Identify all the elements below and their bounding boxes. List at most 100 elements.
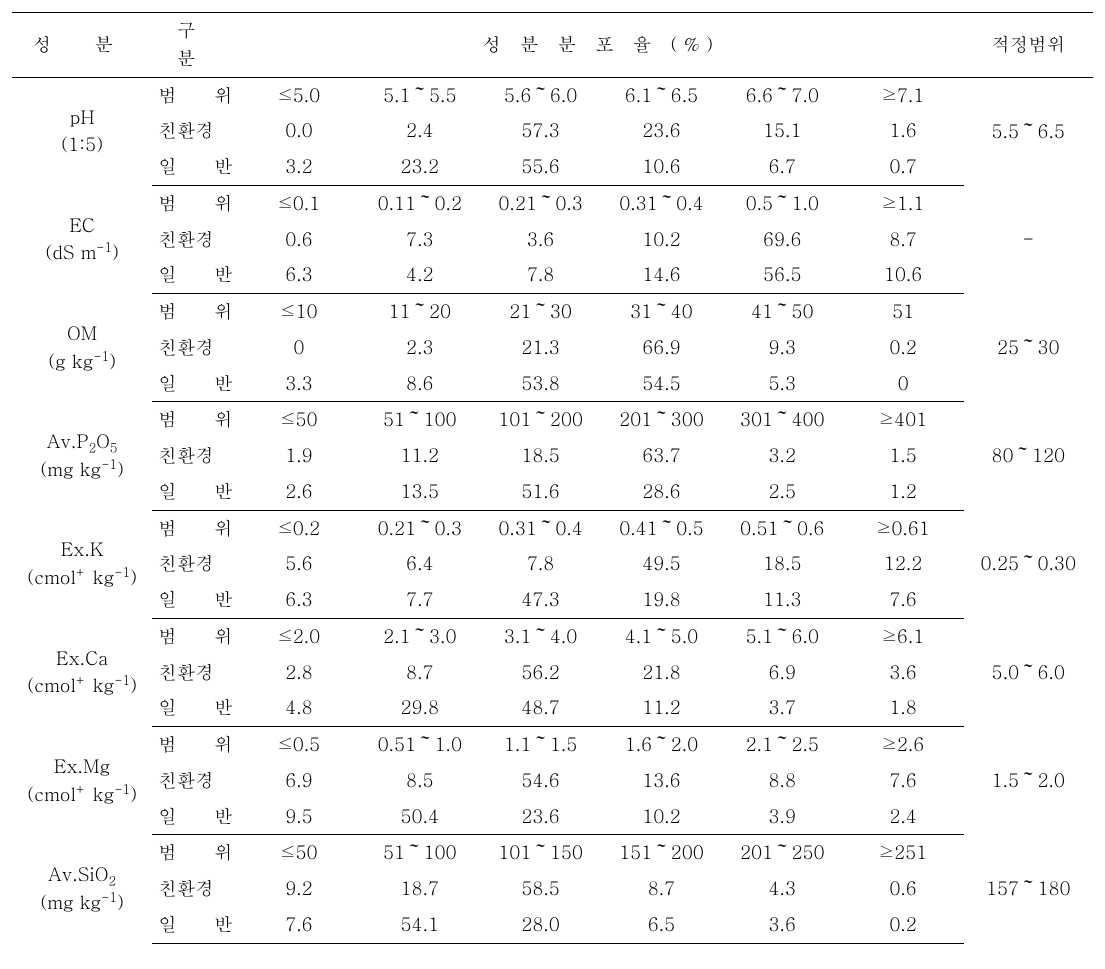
conv-cell: 2.4 <box>843 799 964 835</box>
hdr-optimal: 적정범위 <box>964 13 1094 78</box>
component-label: Ex.Ca(cmol+ kg-1) <box>12 618 152 726</box>
range-cell: 5.1～6.0 <box>722 618 843 654</box>
range-cell: ≥0.61 <box>843 510 964 546</box>
eco-cell: 9.3 <box>722 330 843 366</box>
optimal-cell: 157～180 <box>964 835 1094 943</box>
range-cell: ≤5.0 <box>239 77 360 113</box>
eco-cell: 10.2 <box>601 222 722 258</box>
conv-cell: 10.6 <box>601 149 722 185</box>
header-row: 성 분 구 분 성 분 분 포 율 (%) 적정범위 <box>12 13 1093 78</box>
range-cell: ≤10 <box>239 294 360 330</box>
conv-cell: 11.2 <box>601 690 722 726</box>
range-cell: 301～400 <box>722 402 843 438</box>
conv-cell: 54.5 <box>601 366 722 402</box>
range-cell: 0.41～0.5 <box>601 510 722 546</box>
conv-cell: 48.7 <box>480 690 601 726</box>
division-range: 범 위 <box>152 727 238 763</box>
eco-cell: 2.4 <box>359 113 480 149</box>
eco-cell: 7.8 <box>480 546 601 582</box>
range-cell: ≤0.1 <box>239 185 360 221</box>
division-conv: 일 반 <box>152 366 238 402</box>
eco-cell: 54.6 <box>480 763 601 799</box>
range-cell: 6.6～7.0 <box>722 77 843 113</box>
optimal-cell: - <box>964 185 1094 293</box>
range-cell: ≥251 <box>843 835 964 871</box>
eco-cell: 8.7 <box>359 655 480 691</box>
component-label: EC(dS m-1) <box>12 185 152 293</box>
range-cell: 201～300 <box>601 402 722 438</box>
conv-cell: 10.6 <box>843 257 964 293</box>
eco-cell: 12.2 <box>843 546 964 582</box>
eco-cell: 4.3 <box>722 871 843 907</box>
division-eco: 친환경 <box>152 438 238 474</box>
division-conv: 일 반 <box>152 149 238 185</box>
conv-cell: 53.8 <box>480 366 601 402</box>
eco-cell: 0.0 <box>239 113 360 149</box>
range-cell: ≥6.1 <box>843 618 964 654</box>
conv-row: 일 반9.550.423.610.23.92.4 <box>12 799 1093 835</box>
division-conv: 일 반 <box>152 907 238 943</box>
conv-cell: 47.3 <box>480 582 601 618</box>
conv-cell: 23.6 <box>480 799 601 835</box>
eco-cell: 18.5 <box>480 438 601 474</box>
range-cell: ≤0.5 <box>239 727 360 763</box>
range-cell: 5.6～6.0 <box>480 77 601 113</box>
eco-cell: 58.5 <box>480 871 601 907</box>
range-cell: 31～40 <box>601 294 722 330</box>
division-range: 범 위 <box>152 835 238 871</box>
component-label: Ex.K(cmol+ kg-1) <box>12 510 152 618</box>
eco-cell: 23.6 <box>601 113 722 149</box>
eco-cell: 0 <box>239 330 360 366</box>
conv-row: 일 반3.38.653.854.55.30 <box>12 366 1093 402</box>
eco-cell: 57.3 <box>480 113 601 149</box>
eco-cell: 69.6 <box>722 222 843 258</box>
eco-cell: 0.6 <box>843 871 964 907</box>
eco-cell: 8.8 <box>722 763 843 799</box>
eco-cell: 2.8 <box>239 655 360 691</box>
conv-cell: 0.2 <box>843 907 964 943</box>
range-cell: 41～50 <box>722 294 843 330</box>
eco-cell: 0.2 <box>843 330 964 366</box>
optimal-cell: 0.25～0.30 <box>964 510 1094 618</box>
range-cell: ≥401 <box>843 402 964 438</box>
range-cell: 4.1～5.0 <box>601 618 722 654</box>
range-row: Ex.K(cmol+ kg-1)범 위≤0.20.21～0.30.31～0.40… <box>12 510 1093 546</box>
eco-cell: 6.9 <box>239 763 360 799</box>
range-cell: ≤50 <box>239 402 360 438</box>
conv-cell: 11.3 <box>722 582 843 618</box>
division-eco: 친환경 <box>152 763 238 799</box>
range-row: Ex.Ca(cmol+ kg-1)범 위≤2.02.1～3.03.1～4.04.… <box>12 618 1093 654</box>
eco-cell: 18.5 <box>722 546 843 582</box>
eco-cell: 7.3 <box>359 222 480 258</box>
division-eco: 친환경 <box>152 871 238 907</box>
eco-cell: 11.2 <box>359 438 480 474</box>
soil-table: 성 분 구 분 성 분 분 포 율 (%) 적정범위 pH(1:5)범 위≤5.… <box>12 12 1093 944</box>
range-cell: ≥1.1 <box>843 185 964 221</box>
range-cell: 5.1～5.5 <box>359 77 480 113</box>
eco-cell: 21.3 <box>480 330 601 366</box>
optimal-cell: 80～120 <box>964 402 1094 510</box>
division-eco: 친환경 <box>152 113 238 149</box>
conv-cell: 19.8 <box>601 582 722 618</box>
conv-cell: 8.6 <box>359 366 480 402</box>
conv-cell: 6.7 <box>722 149 843 185</box>
component-label: pH(1:5) <box>12 77 152 185</box>
eco-row: 친환경5.66.47.849.518.512.2 <box>12 546 1093 582</box>
division-eco: 친환경 <box>152 222 238 258</box>
eco-cell: 66.9 <box>601 330 722 366</box>
range-row: OM(g kg-1)범 위≤1011～2021～3031～4041～505125… <box>12 294 1093 330</box>
conv-cell: 7.8 <box>480 257 601 293</box>
conv-cell: 1.2 <box>843 474 964 510</box>
range-cell: 51～100 <box>359 402 480 438</box>
division-range: 범 위 <box>152 402 238 438</box>
component-label: Av.P2O5(mg kg-1) <box>12 402 152 510</box>
hdr-component: 성 분 <box>12 13 152 78</box>
conv-cell: 3.3 <box>239 366 360 402</box>
range-cell: 3.1～4.0 <box>480 618 601 654</box>
optimal-cell: 1.5～2.0 <box>964 727 1094 835</box>
eco-cell: 63.7 <box>601 438 722 474</box>
division-range: 범 위 <box>152 77 238 113</box>
range-cell: 0.31～0.4 <box>601 185 722 221</box>
eco-row: 친환경02.321.366.99.30.2 <box>12 330 1093 366</box>
eco-row: 친환경0.67.33.610.269.68.7 <box>12 222 1093 258</box>
